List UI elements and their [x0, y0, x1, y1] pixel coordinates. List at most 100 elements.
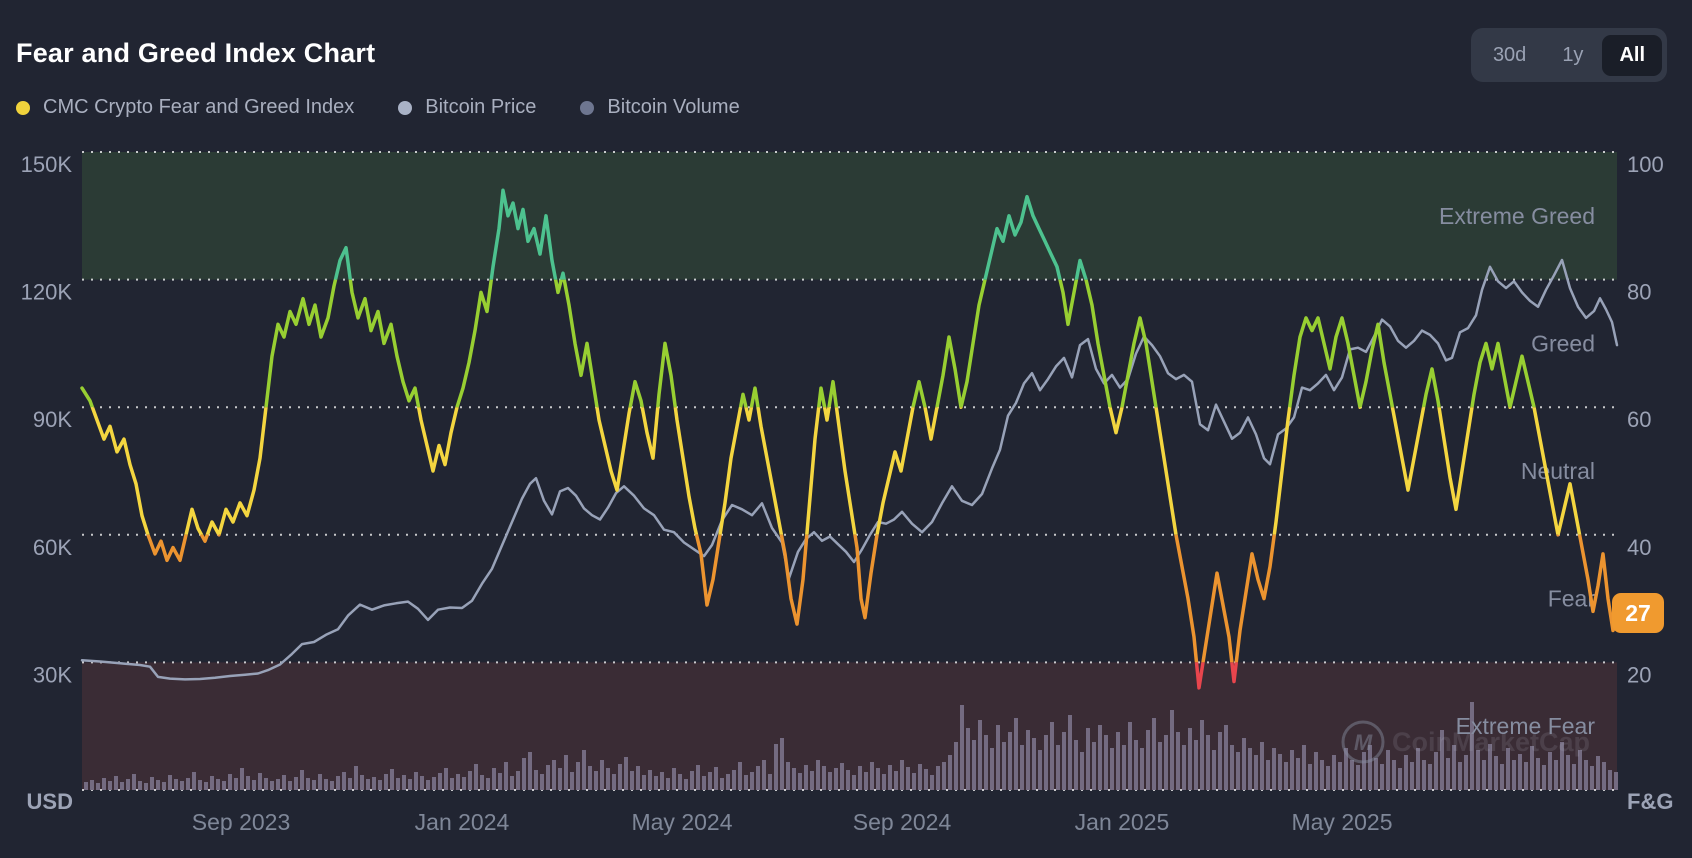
page-title: Fear and Greed Index Chart — [16, 38, 376, 68]
volume-bar — [576, 762, 580, 790]
volume-bar — [144, 783, 148, 790]
volume-bar — [1446, 758, 1450, 790]
volume-bar — [834, 768, 838, 790]
volume-bar — [1566, 755, 1570, 790]
volume-bar — [156, 780, 160, 790]
right-axis-tick-80: 80 — [1627, 280, 1651, 305]
volume-bar — [390, 769, 394, 790]
volume-bar — [1434, 752, 1438, 790]
volume-bar — [714, 767, 718, 790]
volume-bar — [132, 774, 136, 790]
left-axis-tick-60K: 60K — [33, 535, 72, 560]
volume-bar — [1452, 745, 1456, 790]
volume-bar — [378, 780, 382, 790]
volume-bar — [738, 762, 742, 790]
volume-bar — [414, 772, 418, 790]
legend-item-bitcoin-volume[interactable]: Bitcoin Volume — [580, 96, 740, 119]
x-axis-label-May-2025: May 2025 — [1291, 809, 1392, 835]
volume-bar — [822, 766, 826, 790]
volume-bar — [180, 781, 184, 790]
volume-bar — [1398, 768, 1402, 790]
range-button-all[interactable]: All — [1602, 34, 1662, 76]
volume-bar — [666, 778, 670, 790]
volume-bar — [1368, 745, 1372, 790]
volume-bar — [1116, 732, 1120, 790]
volume-bar — [1332, 755, 1336, 790]
volume-bar — [1386, 750, 1390, 790]
volume-bar — [870, 762, 874, 790]
volume-bar — [438, 773, 442, 790]
zone-label-extreme-fear: Extreme Fear — [1456, 713, 1596, 739]
range-button-1y[interactable]: 1y — [1562, 43, 1584, 66]
watermark-text: CoinMarketCap — [1392, 727, 1590, 757]
volume-bar — [876, 768, 880, 790]
volume-bar — [120, 782, 124, 790]
volume-bar — [816, 760, 820, 790]
zone-label-neutral: Neutral — [1521, 458, 1595, 484]
volume-bar — [426, 780, 430, 790]
volume-bar — [468, 771, 472, 790]
fear-greed-series-dot-icon — [16, 100, 30, 115]
volume-bar — [1494, 756, 1498, 790]
left-axis-title-usd: USD — [27, 789, 73, 814]
volume-bar — [1110, 748, 1114, 790]
volume-bar — [264, 778, 268, 790]
volume-bar — [558, 768, 562, 790]
legend-label: Bitcoin Volume — [607, 96, 740, 118]
x-axis-label-Sep-2023: Sep 2023 — [192, 809, 290, 835]
volume-bar — [1476, 750, 1480, 790]
volume-bar — [114, 776, 118, 790]
volume-bar — [270, 781, 274, 790]
volume-bar — [1248, 748, 1252, 790]
volume-bar — [1548, 752, 1552, 790]
volume-bar — [342, 772, 346, 790]
volume-bar — [774, 744, 778, 790]
volume-bar — [1458, 762, 1462, 790]
volume-bar — [420, 776, 424, 790]
volume-bar — [654, 776, 658, 790]
right-axis-tick-20: 20 — [1627, 662, 1651, 687]
volume-bar — [138, 781, 142, 790]
volume-bar — [450, 778, 454, 790]
volume-bar — [126, 779, 130, 790]
volume-bar — [882, 774, 886, 790]
volume-bar — [366, 779, 370, 790]
volume-bar — [930, 775, 934, 790]
chart-legend: CMC Crypto Fear and Greed Index Bitcoin … — [16, 96, 740, 119]
volume-bar — [150, 777, 154, 790]
volume-bar — [1488, 744, 1492, 790]
volume-bar — [1176, 732, 1180, 790]
left-axis-tick-150K: 150K — [21, 152, 73, 177]
volume-bar — [672, 768, 676, 790]
volume-bar — [918, 764, 922, 790]
volume-bar — [1296, 758, 1300, 790]
volume-bar — [294, 777, 298, 790]
volume-bar — [1038, 750, 1042, 790]
volume-bar — [1614, 772, 1618, 790]
volume-bar — [702, 776, 706, 790]
legend-item-fear-greed-index[interactable]: CMC Crypto Fear and Greed Index — [16, 96, 354, 119]
volume-bar — [396, 778, 400, 790]
volume-bar — [546, 765, 550, 790]
volume-bar — [1146, 730, 1150, 790]
volume-bar — [1194, 740, 1198, 790]
volume-bar — [1026, 730, 1030, 790]
volume-bar — [276, 779, 280, 790]
left-axis-tick-120K: 120K — [21, 280, 73, 305]
right-axis-tick-60: 60 — [1627, 407, 1651, 432]
volume-bar — [624, 757, 628, 790]
bitcoin-price-series-dot-icon — [398, 100, 413, 115]
volume-bar — [498, 773, 502, 790]
range-button-30d[interactable]: 30d — [1492, 43, 1527, 66]
volume-bar — [306, 778, 310, 790]
volume-bar — [198, 780, 202, 790]
legend-item-bitcoin-price[interactable]: Bitcoin Price — [398, 96, 536, 119]
volume-bar — [570, 772, 574, 790]
volume-bar — [1344, 748, 1348, 790]
volume-bar — [1170, 710, 1174, 790]
volume-bar — [246, 776, 250, 790]
volume-bar — [1428, 764, 1432, 790]
volume-bar — [804, 765, 808, 790]
volume-bar — [708, 772, 712, 790]
